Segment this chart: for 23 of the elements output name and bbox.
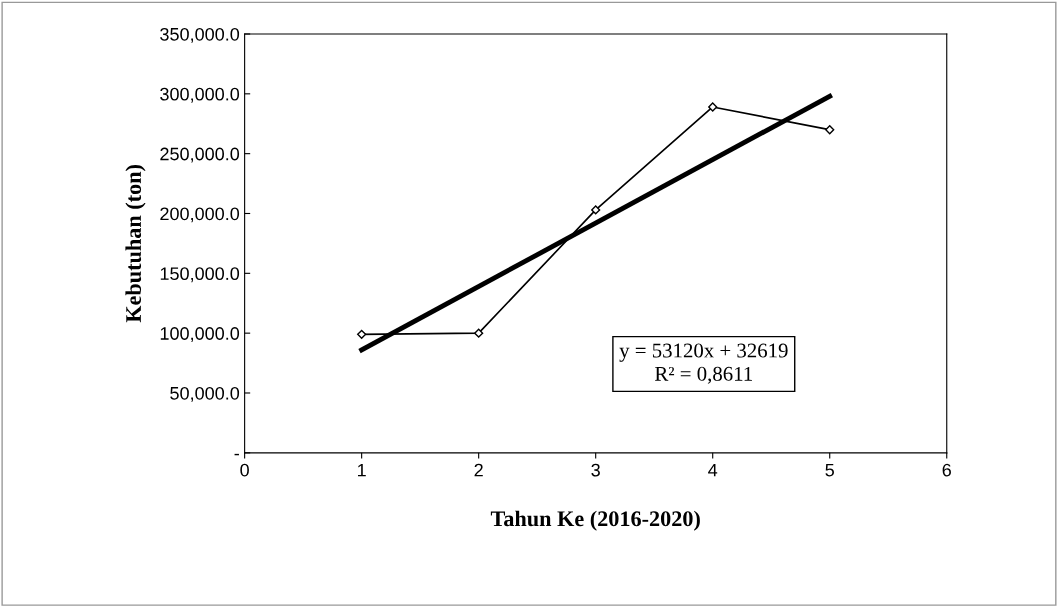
y-tick-label: 50,000.0 [170,386,240,402]
x-axis-title: Tahun Ke (2016-2020) [490,510,700,531]
y-axis-title: Kebutuhan (ton) [125,165,146,323]
x-tick-label: 1 [358,463,366,477]
y-tick-label: 250,000.0 [160,147,240,163]
y-tick-label: 350,000.0 [160,27,240,43]
point [825,125,835,135]
point [591,205,601,215]
x-tick-label: 3 [591,463,600,477]
x-tick-label: 4 [708,463,718,477]
y-tick-label: 150,000.0 [160,267,240,283]
x-tick-label: 0 [240,463,249,477]
point [474,328,484,338]
y-tick-label: - [234,453,239,456]
y-tick-label: 300,000.0 [160,87,240,103]
point [357,329,367,339]
y-tick-label: 200,000.0 [160,207,240,223]
annotation: y = 53120x + 32619 R² = 0,8611 [619,343,788,384]
x-tick-label: 2 [474,463,483,477]
x-tick-label: 5 [825,463,834,477]
x-tick-label: 6 [942,463,951,477]
y-tick-label: 100,000.0 [160,327,240,343]
point [708,102,718,112]
